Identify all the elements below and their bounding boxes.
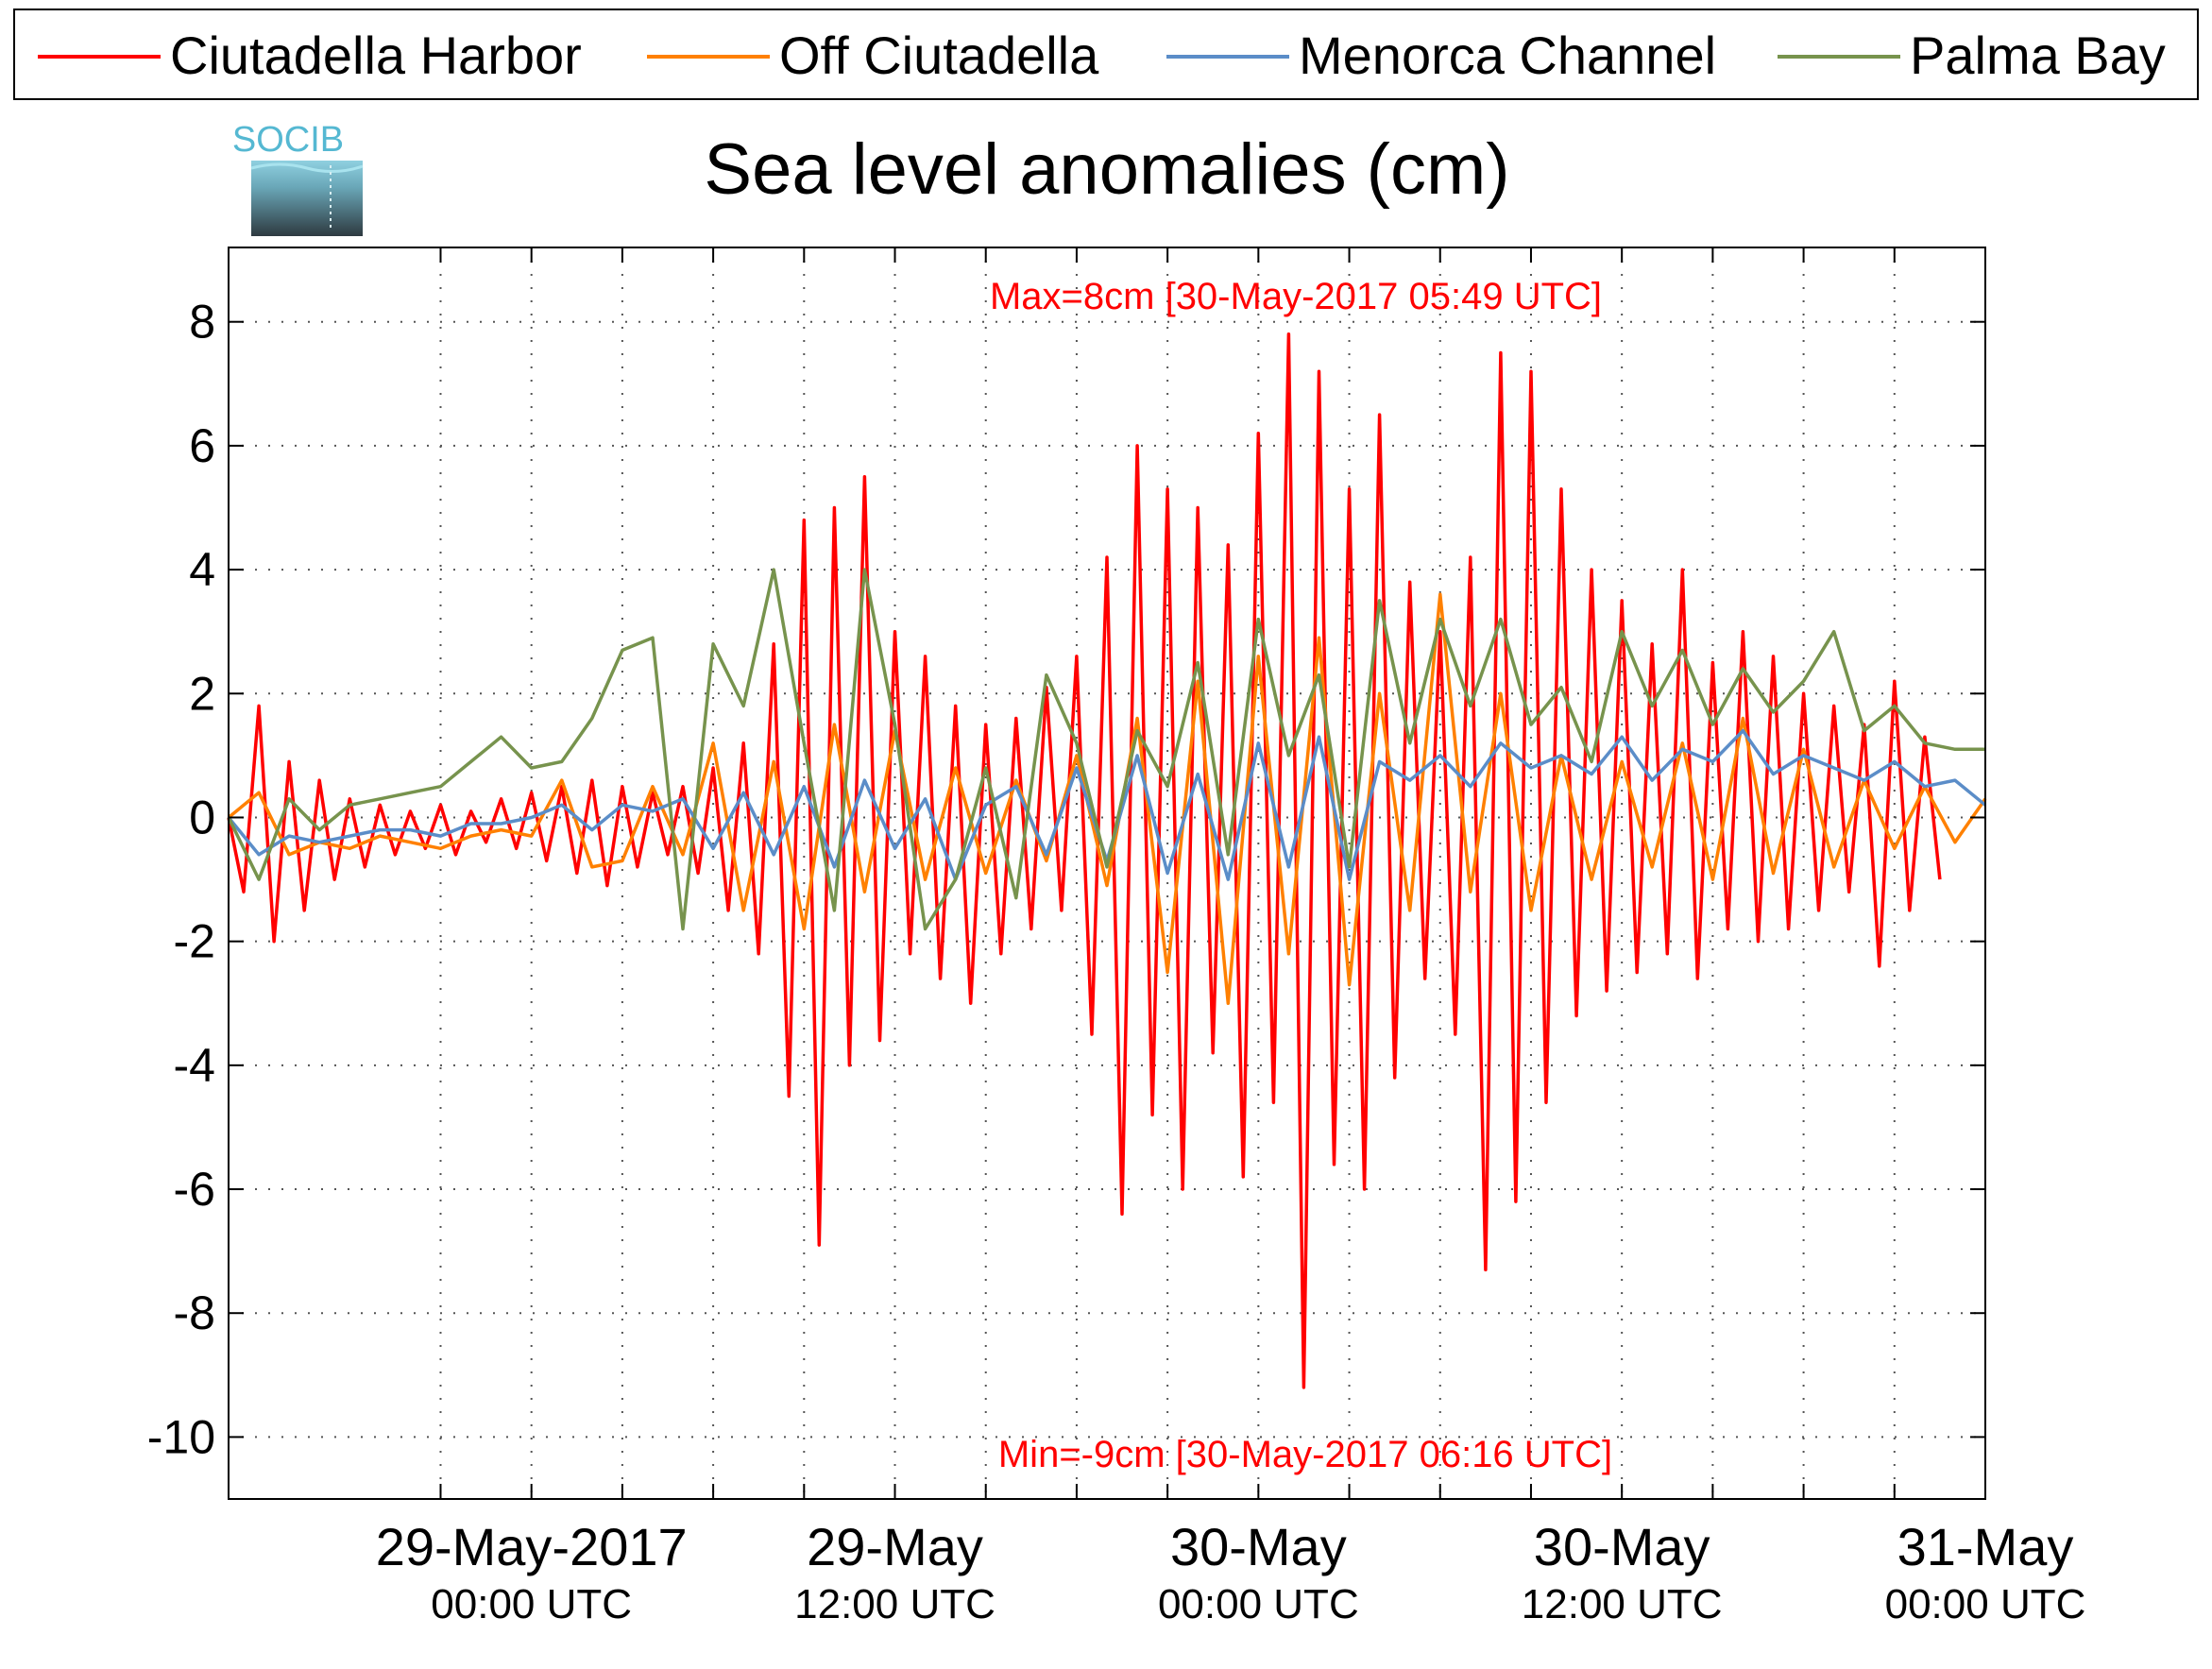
- x-tick-label-date: 29-May: [807, 1517, 983, 1576]
- y-tick-labels: 8 6 4 2 0 -2 -4 -6 -8 -10: [147, 296, 215, 1464]
- x-tick-label-date: 30-May: [1534, 1517, 1710, 1576]
- x-tick-label-date: 29-May-2017: [376, 1517, 688, 1576]
- legend-label: Off Ciutadella: [779, 26, 1099, 85]
- y-tick-label: -4: [174, 1039, 215, 1092]
- y-tick-label: -6: [174, 1163, 215, 1216]
- chart-title: Sea level anomalies (cm): [704, 129, 1509, 210]
- x-tick-labels: 29-May-2017 00:00 UTC 29-May 12:00 UTC 30-Ma…: [376, 1517, 2086, 1627]
- min-annotation: Min=-9cm [30-May-2017 06:16 UTC]: [998, 1434, 1612, 1475]
- x-tick-label-time: 12:00 UTC: [794, 1581, 995, 1627]
- series-line-off-ciutadella: [227, 592, 1987, 1005]
- max-annotation: Max=8cm [30-May-2017 05:49 UTC]: [990, 276, 1602, 317]
- plot-frame: [228, 247, 1986, 1500]
- x-tick-label-date: 31-May: [1897, 1517, 2074, 1576]
- legend: Ciutadella Harbor Off Ciutadella Menorca C…: [13, 9, 2199, 100]
- y-tick-label: 0: [189, 791, 215, 843]
- series-line-palma-bay: [227, 568, 1985, 931]
- legend-label: Ciutadella Harbor: [170, 26, 582, 85]
- x-tick-label-time: 00:00 UTC: [1158, 1581, 1359, 1627]
- x-tick-label-time: 00:00 UTC: [431, 1581, 632, 1627]
- plot-area: [229, 247, 1985, 1499]
- logo-block: [251, 161, 363, 236]
- axis-ticks: [229, 247, 1986, 1499]
- series-line-ciutadella-harbor: [227, 332, 1942, 1389]
- y-tick-label: 6: [189, 419, 215, 472]
- legend-box: [13, 9, 2199, 100]
- logo-text: SOCIB: [232, 120, 344, 160]
- y-tick-label: -10: [147, 1410, 215, 1463]
- socib-logo: SOCIB: [232, 120, 364, 236]
- grid: [229, 247, 1986, 1499]
- y-tick-label: -2: [174, 915, 215, 968]
- y-tick-label: -8: [174, 1286, 215, 1339]
- y-tick-label: 8: [189, 296, 215, 349]
- logo-wave: [250, 162, 364, 173]
- y-tick-label: 4: [189, 543, 215, 596]
- x-tick-label-time: 00:00 UTC: [1885, 1581, 2086, 1627]
- series-lines: [227, 332, 1987, 1389]
- y-tick-label: 2: [189, 667, 215, 720]
- legend-label: Palma Bay: [1910, 26, 2166, 85]
- x-tick-label-time: 12:00 UTC: [1522, 1581, 1723, 1627]
- legend-label: Menorca Channel: [1299, 26, 1716, 85]
- x-tick-label-date: 30-May: [1170, 1517, 1347, 1576]
